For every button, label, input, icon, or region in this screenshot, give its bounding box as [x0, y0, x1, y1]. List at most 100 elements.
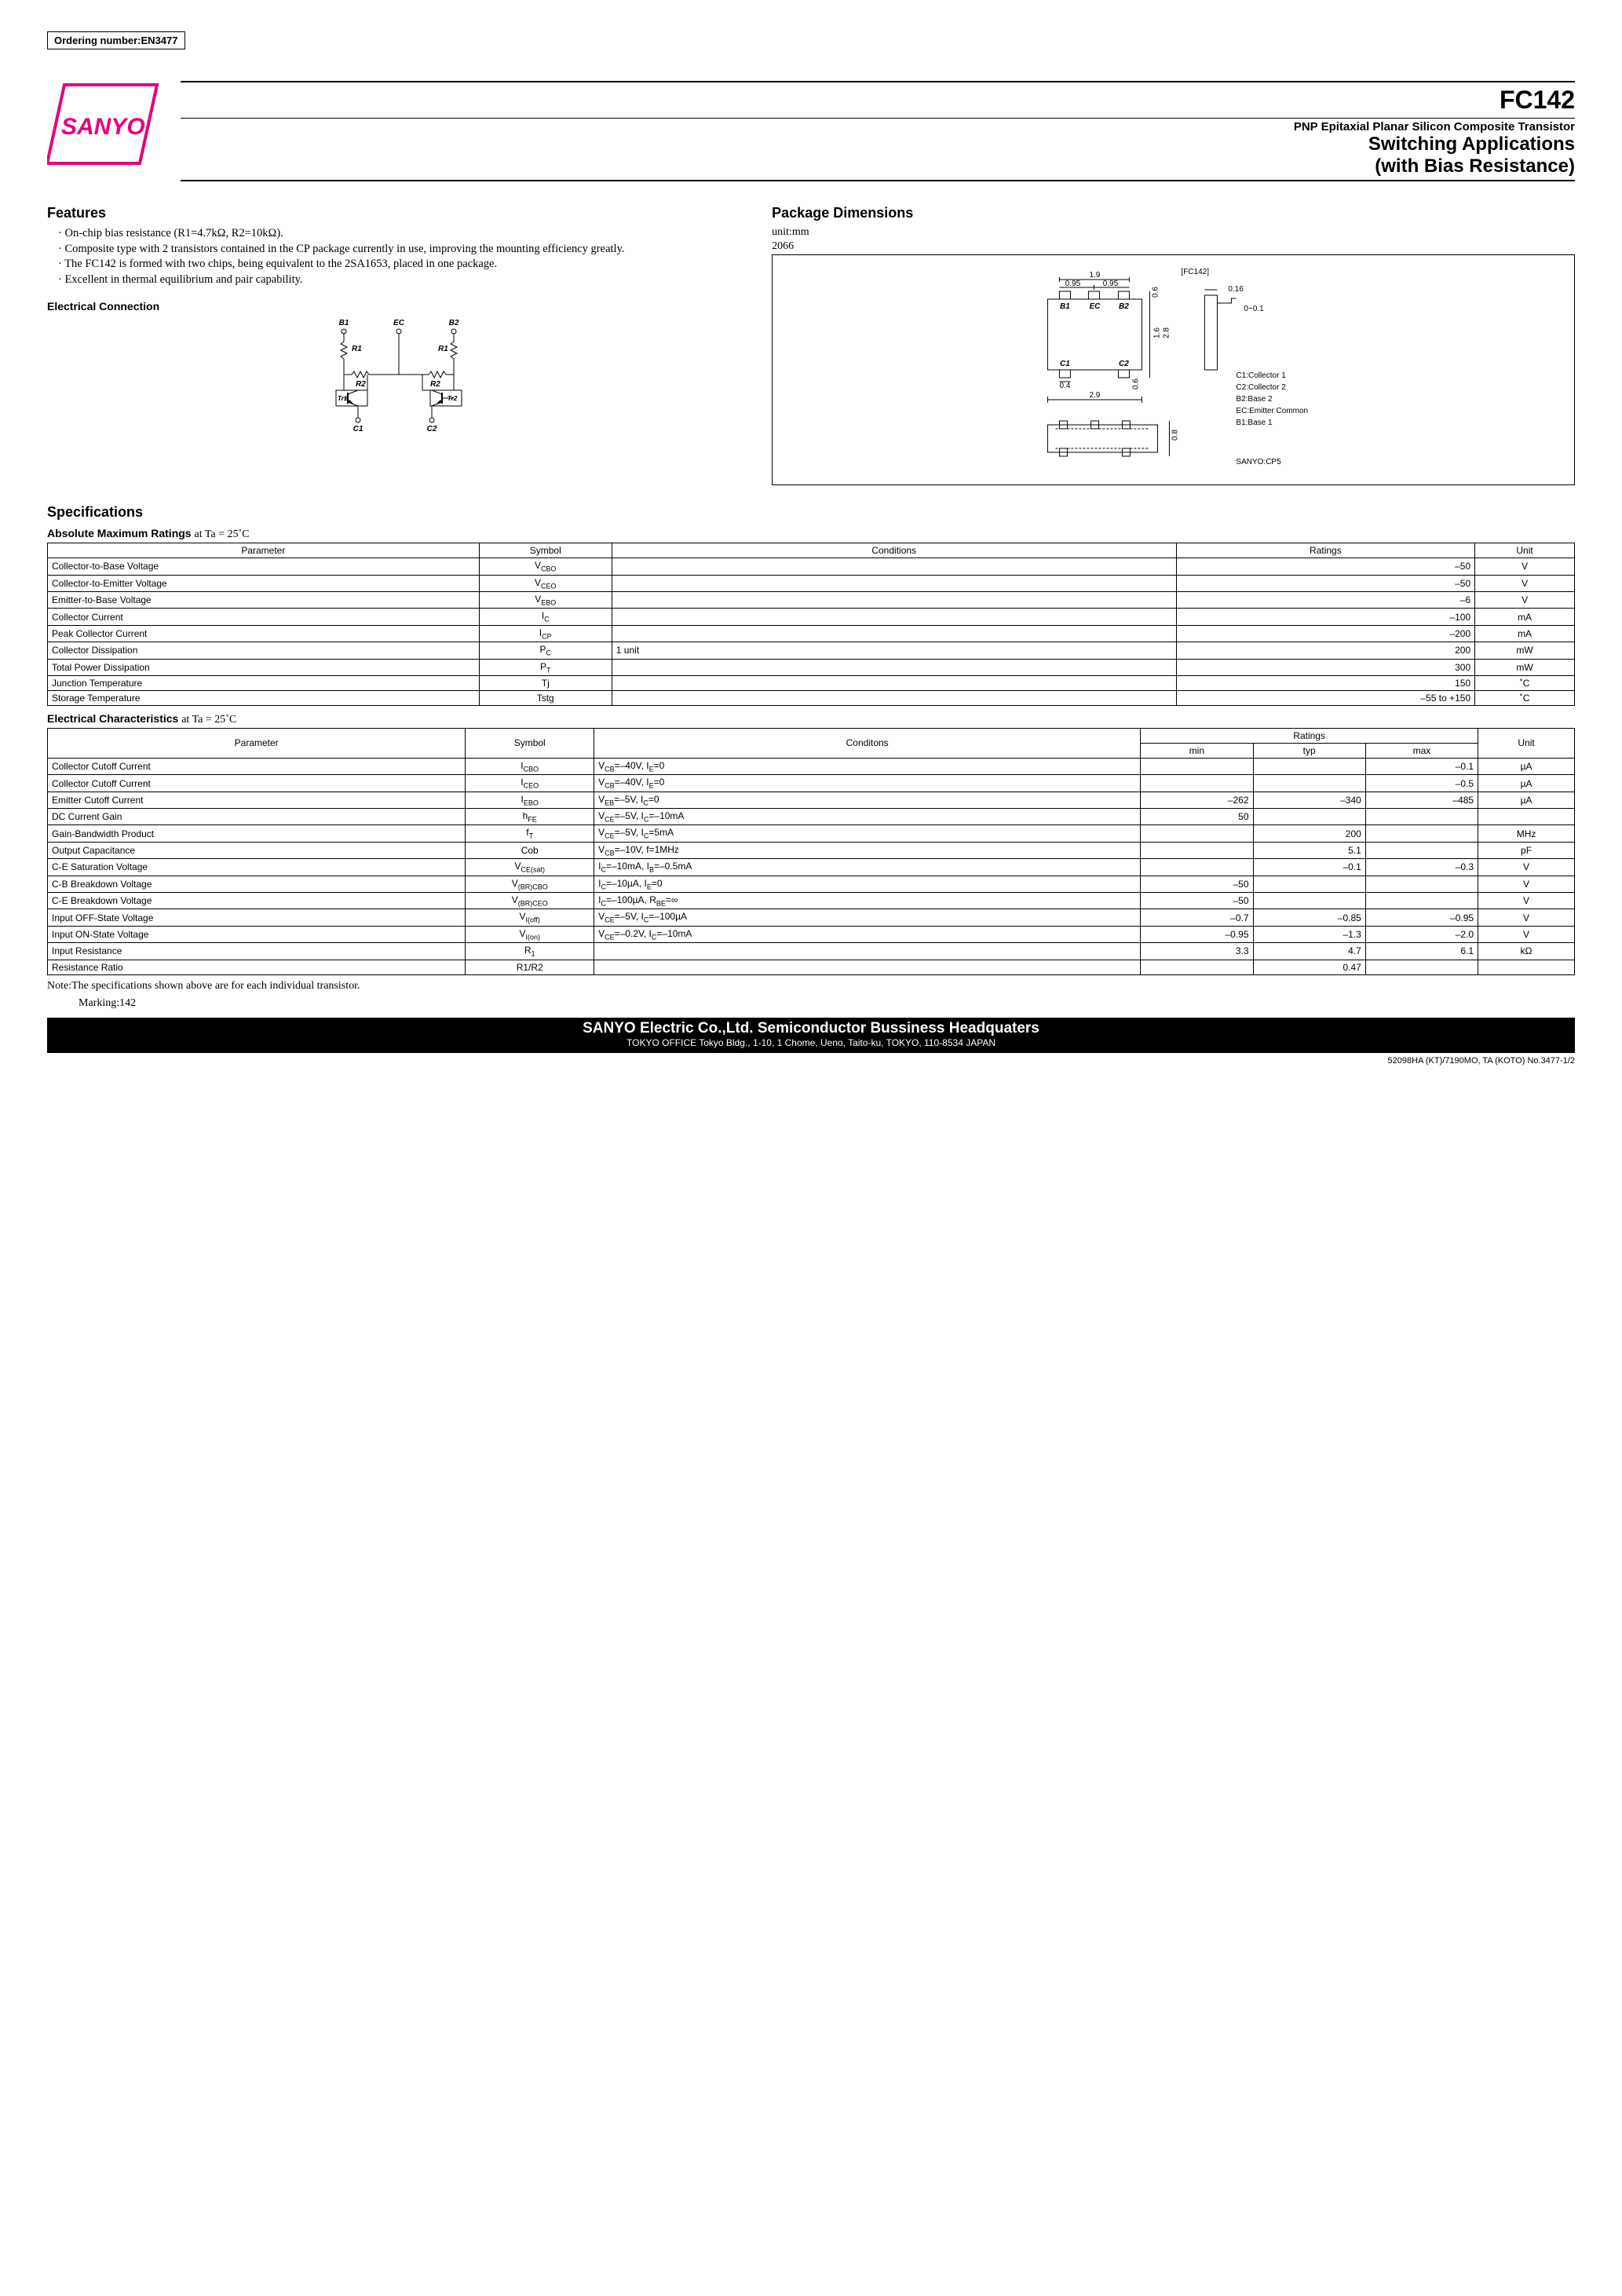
- amr-header-unit: Unit: [1475, 543, 1575, 558]
- ec-header-parameter: Parameter: [48, 728, 466, 758]
- table-row: Emitter Cutoff CurrentIEBOVEB=–5V, IC=0–…: [48, 792, 1575, 808]
- table-row: C-E Saturation VoltageVCE(sat)IC=–10mA, …: [48, 859, 1575, 876]
- electrical-connection-heading: Electrical Connection: [47, 300, 750, 313]
- package-dimensions-heading: Package Dimensions: [772, 205, 1575, 221]
- specs-note: Note:The specifications shown above are …: [47, 980, 1575, 993]
- specifications-heading: Specifications: [47, 504, 1575, 521]
- feature-item: On-chip bias resistance (R1=4.7kΩ, R2=10…: [58, 226, 750, 242]
- marking-label: Marking:142: [79, 997, 1575, 1010]
- table-row: Input ResistanceR13.34.76.1kΩ: [48, 943, 1575, 960]
- svg-text:0.95: 0.95: [1103, 280, 1119, 288]
- package-code: 2066: [772, 240, 1575, 253]
- amr-table: Parameter Symbol Conditions Ratings Unit…: [47, 543, 1575, 706]
- svg-text:Tr2: Tr2: [448, 395, 458, 402]
- subtitle-device-type: PNP Epitaxial Planar Silicon Composite T…: [181, 119, 1575, 133]
- svg-text:[FC142]: [FC142]: [1182, 268, 1210, 276]
- svg-text:0.8: 0.8: [1171, 430, 1180, 441]
- svg-text:C1: C1: [1060, 360, 1070, 368]
- table-row: Resistance RatioR1/R20.47: [48, 960, 1575, 974]
- header-block: SANYO FC142 PNP Epitaxial Planar Silicon…: [47, 81, 1575, 181]
- table-row: C-B Breakdown VoltageV(BR)CBOIC=–10µA, I…: [48, 876, 1575, 892]
- svg-text:2.9: 2.9: [1090, 391, 1101, 400]
- amr-title: Absolute Maximum Ratings at Ta = 25˚C: [47, 527, 1575, 541]
- svg-text:B1: B1: [338, 319, 349, 327]
- svg-text:EC: EC: [1090, 302, 1101, 311]
- table-row: Total Power DissipationPT300mW: [48, 659, 1575, 675]
- svg-text:B1:Base 1: B1:Base 1: [1237, 419, 1273, 427]
- feature-item: Composite type with 2 transistors contai…: [58, 242, 750, 258]
- svg-text:R1: R1: [352, 345, 362, 353]
- svg-text:B2:Base 2: B2:Base 2: [1237, 395, 1273, 404]
- table-row: Peak Collector CurrentICP–200mA: [48, 625, 1575, 642]
- ordering-number: Ordering number:EN3477: [47, 31, 185, 49]
- svg-text:0.4: 0.4: [1060, 382, 1071, 390]
- svg-text:0.95: 0.95: [1065, 280, 1081, 288]
- table-row: Input ON-State VoltageVI(on)VCE=–0.2V, I…: [48, 926, 1575, 942]
- table-row: Collector Cutoff CurrentICEOVCB=–40V, IE…: [48, 775, 1575, 792]
- part-number: FC142: [1500, 86, 1575, 114]
- svg-text:B1: B1: [1060, 302, 1070, 311]
- svg-text:SANYO:CP5: SANYO:CP5: [1237, 458, 1282, 466]
- sanyo-logo: SANYO: [47, 81, 165, 181]
- footer-company: SANYO Electric Co.,Ltd. Semiconductor Bu…: [52, 1020, 1570, 1037]
- page-footer-code: 52098HA (KT)/7190MO, TA (KOTO) No.3477-1…: [47, 1056, 1575, 1066]
- table-row: Junction TemperatureTj150˚C: [48, 675, 1575, 690]
- svg-text:R2: R2: [430, 380, 440, 389]
- svg-text:0.6: 0.6: [1152, 287, 1160, 298]
- svg-text:EC: EC: [393, 319, 405, 327]
- table-row: Collector Cutoff CurrentICBOVCB=–40V, IE…: [48, 758, 1575, 774]
- ec-header-ratings: Ratings: [1141, 728, 1478, 743]
- ec-header-symbol: Symbol: [466, 728, 594, 758]
- svg-text:EC:Emitter Common: EC:Emitter Common: [1237, 407, 1309, 415]
- svg-text:0~0.1: 0~0.1: [1244, 305, 1265, 313]
- svg-text:1.6: 1.6: [1153, 327, 1162, 338]
- table-row: Collector-to-Emitter VoltageVCEO–50V: [48, 575, 1575, 591]
- amr-header-parameter: Parameter: [48, 543, 480, 558]
- table-row: Collector CurrentIC–100mA: [48, 609, 1575, 625]
- ec-header-max: max: [1365, 743, 1478, 758]
- svg-text:R2: R2: [356, 380, 366, 389]
- package-diagram: [FC142] B1 EC B2 C1 C2 1.9: [772, 254, 1575, 485]
- footer-address: TOKYO OFFICE Tokyo Bldg., 1-10, 1 Chome,…: [52, 1037, 1570, 1048]
- subtitle-application: Switching Applications (with Bias Resist…: [181, 133, 1575, 181]
- table-row: C-E Breakdown VoltageV(BR)CEOIC=–100µA, …: [48, 893, 1575, 909]
- feature-item: The FC142 is formed with two chips, bein…: [58, 257, 750, 272]
- unit-label: unit:mm: [772, 226, 1575, 239]
- svg-text:C2:Collector 2: C2:Collector 2: [1237, 383, 1287, 392]
- table-row: DC Current GainhFEVCE=–5V, IC=–10mA50: [48, 809, 1575, 825]
- svg-text:1.9: 1.9: [1090, 271, 1101, 280]
- svg-text:2.8: 2.8: [1163, 327, 1171, 338]
- table-row: Storage TemperatureTstg–55 to +150˚C: [48, 690, 1575, 705]
- ec-table: Parameter Symbol Conditons Ratings Unit …: [47, 728, 1575, 975]
- table-row: Input OFF-State VoltageVI(off)VCE=–5V, I…: [48, 909, 1575, 926]
- svg-text:SANYO: SANYO: [61, 114, 145, 140]
- svg-text:C2: C2: [426, 425, 437, 433]
- amr-header-conditions: Conditions: [612, 543, 1176, 558]
- svg-text:Tr1: Tr1: [338, 395, 348, 402]
- svg-text:0.16: 0.16: [1229, 285, 1244, 294]
- features-heading: Features: [47, 205, 750, 221]
- features-list: On-chip bias resistance (R1=4.7kΩ, R2=10…: [47, 226, 750, 287]
- table-row: Collector-to-Base VoltageVCBO–50V: [48, 558, 1575, 575]
- ec-title: Electrical Characteristics at Ta = 25˚C: [47, 712, 1575, 726]
- amr-header-symbol: Symbol: [479, 543, 612, 558]
- ec-header-conditions: Conditons: [594, 728, 1141, 758]
- amr-header-ratings: Ratings: [1176, 543, 1475, 558]
- table-row: Gain-Bandwidth ProductfTVCE=–5V, IC=5mA2…: [48, 825, 1575, 842]
- table-row: Emitter-to-Base VoltageVEBO–6V: [48, 591, 1575, 608]
- electrical-connection-diagram: B1 EC B2 R1 R1 R2: [47, 316, 750, 437]
- svg-text:R1: R1: [438, 345, 448, 353]
- svg-text:C2: C2: [1119, 360, 1129, 368]
- feature-item: Excellent in thermal equilibrium and pai…: [58, 272, 750, 288]
- svg-text:C1: C1: [353, 425, 363, 433]
- table-row: Output CapacitanceCobVCB=–10V, f=1MHz5.1…: [48, 842, 1575, 858]
- svg-text:B2: B2: [1119, 302, 1129, 311]
- ec-header-unit: Unit: [1478, 728, 1575, 758]
- svg-text:0.6: 0.6: [1132, 378, 1141, 389]
- table-row: Collector DissipationPC1 unit200mW: [48, 642, 1575, 659]
- svg-text:B2: B2: [448, 319, 458, 327]
- footer-bar: SANYO Electric Co.,Ltd. Semiconductor Bu…: [47, 1018, 1575, 1053]
- svg-text:C1:Collector 1: C1:Collector 1: [1237, 371, 1287, 380]
- ec-header-typ: typ: [1253, 743, 1365, 758]
- ec-header-min: min: [1141, 743, 1253, 758]
